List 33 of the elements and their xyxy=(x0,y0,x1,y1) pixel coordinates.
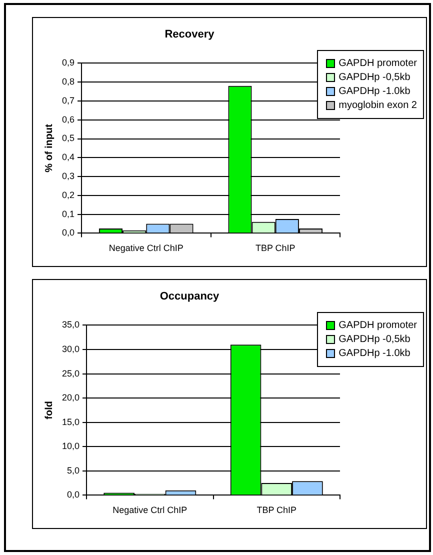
y-tick-label: 0,0 xyxy=(62,228,75,238)
y-tick-label: 0,2 xyxy=(62,190,75,200)
y-tick-label: 10,0 xyxy=(62,441,80,452)
y-tick-label: 0,7 xyxy=(62,95,75,106)
x-tick-label: TBP ChIP xyxy=(255,243,296,254)
x-tick-label: Negative Ctrl ChIP xyxy=(108,243,184,254)
legend-label: GAPDH promoter xyxy=(338,58,417,69)
y-tick-label: 0,4 xyxy=(62,152,75,162)
y-axis-title: fold xyxy=(44,401,55,420)
y-axis-title: % of input xyxy=(44,123,55,172)
y-tick-label: 15,0 xyxy=(62,416,80,427)
y-tick-label: 5,0 xyxy=(67,465,80,476)
y-tick-label: 25,0 xyxy=(62,368,80,378)
y-tick-label: 0,3 xyxy=(62,171,75,182)
y-tick-label: 0,1 xyxy=(62,208,75,219)
y-tick-label: 0,9 xyxy=(62,58,75,68)
chart-title: Recovery xyxy=(164,28,216,41)
legend-label: GAPDHp -1.0kb xyxy=(338,86,410,97)
y-tick-label: 0,8 xyxy=(62,76,75,87)
y-tick-label: 20,0 xyxy=(62,392,80,403)
chart-title: Occupancy xyxy=(160,290,220,303)
y-tick-label: 35,0 xyxy=(62,320,80,330)
legend-label: myoglobin exon 2 xyxy=(338,100,417,111)
x-tick-label: TBP ChIP xyxy=(256,505,297,516)
y-tick-label: 0,6 xyxy=(62,114,75,124)
y-tick-label: 0,0 xyxy=(67,490,80,500)
y-tick-label: 30,0 xyxy=(62,344,80,354)
legend-label: GAPDHp -0,5kb xyxy=(338,72,410,83)
legend-label: GAPDH promoter xyxy=(338,320,417,331)
x-tick-label: Negative Ctrl ChIP xyxy=(112,505,188,516)
y-tick-label: 0,5 xyxy=(62,133,75,144)
legend-label: GAPDHp -1.0kb xyxy=(338,348,410,359)
legend-label: GAPDHp -0,5kb xyxy=(338,334,410,345)
